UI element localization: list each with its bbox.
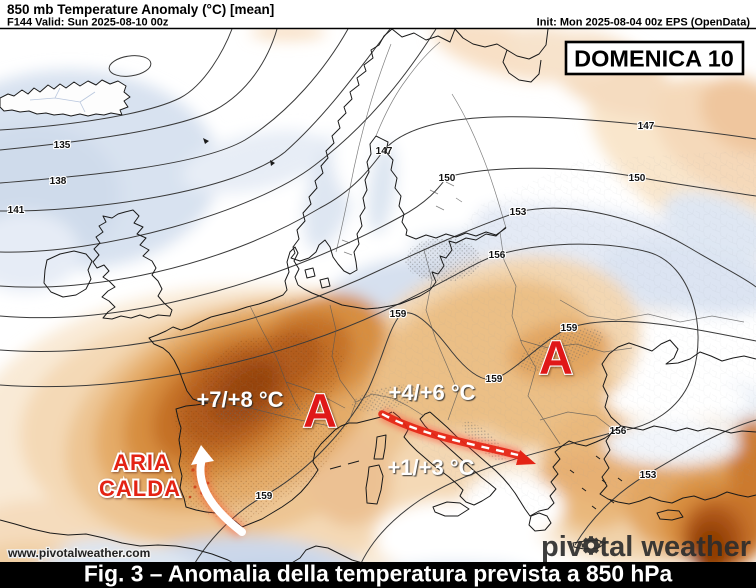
svg-text:141: 141	[8, 205, 25, 216]
svg-text:ARIA: ARIA	[113, 450, 171, 475]
svg-text:153: 153	[510, 207, 527, 218]
svg-text:tal weather: tal weather	[600, 531, 752, 563]
svg-text:850 mb Temperature Anomaly (°C: 850 mb Temperature Anomaly (°C) [mean]	[7, 2, 274, 17]
svg-text:F144 Valid: Sun 2025-08-10 00z: F144 Valid: Sun 2025-08-10 00z	[7, 17, 169, 29]
svg-text:156: 156	[610, 426, 627, 437]
svg-text:159: 159	[390, 309, 407, 320]
svg-text:+7/+8 °C: +7/+8 °C	[196, 387, 283, 412]
svg-text:138: 138	[50, 176, 67, 187]
svg-text:159: 159	[486, 374, 503, 385]
svg-text:A: A	[539, 331, 573, 384]
svg-text:www.pivotalweather.com: www.pivotalweather.com	[7, 546, 150, 560]
svg-text:piv: piv	[541, 531, 583, 563]
svg-text:159: 159	[256, 491, 273, 502]
svg-text:Init: Mon 2025-08-04 00z EPS (: Init: Mon 2025-08-04 00z EPS (OpenData)	[537, 17, 751, 29]
svg-text:A: A	[303, 384, 337, 437]
svg-text:135: 135	[54, 140, 71, 151]
svg-text:+4/+6 °C: +4/+6 °C	[388, 380, 475, 405]
svg-text:156: 156	[489, 250, 506, 261]
svg-text:147: 147	[376, 146, 393, 157]
svg-text:+1/+3 °C: +1/+3 °C	[387, 455, 474, 480]
svg-text:150: 150	[439, 173, 456, 184]
svg-text:DOMENICA 10: DOMENICA 10	[574, 46, 734, 72]
svg-text:150: 150	[629, 173, 646, 184]
svg-text:CALDA: CALDA	[99, 476, 181, 501]
svg-text:147: 147	[638, 121, 655, 132]
svg-text:Fig. 3 – Anomalia della temper: Fig. 3 – Anomalia della temperatura prev…	[84, 561, 673, 587]
svg-text:153: 153	[640, 470, 657, 481]
svg-text:159: 159	[561, 323, 578, 334]
